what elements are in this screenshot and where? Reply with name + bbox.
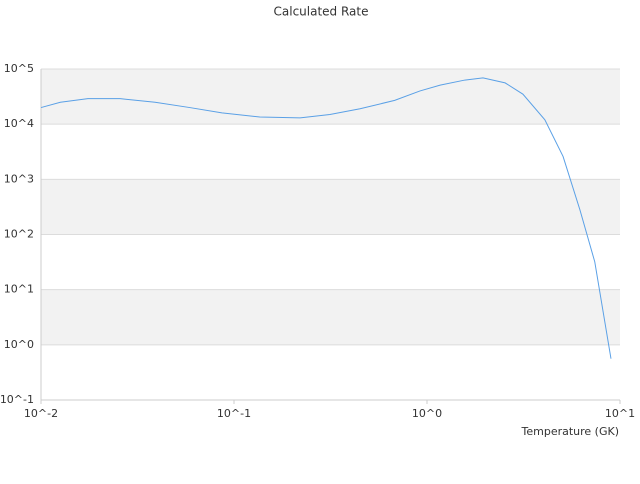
x-axis-label: Temperature (GK) [521, 425, 620, 438]
y-tick-label: 10^2 [4, 228, 34, 241]
y-tick-label: 10^5 [4, 62, 34, 75]
y-tick-label: 10^1 [4, 283, 34, 296]
line [40, 77, 612, 359]
x-tick-label: 10^-1 [217, 407, 251, 420]
grid-band [41, 69, 620, 125]
x-tick-label: 10^0 [412, 407, 442, 420]
x-tick-label: 10^-2 [24, 407, 58, 420]
x-tick-label: 10^1 [605, 407, 635, 420]
y-tick-label: 10^3 [4, 172, 34, 185]
y-tick-label: 10^4 [4, 117, 34, 130]
chart-title: Calculated Rate [274, 5, 369, 19]
y-tick-label: 10^0 [4, 338, 34, 351]
grid-band [41, 289, 620, 345]
grid-band [41, 179, 620, 235]
y-tick-label: 10^-1 [0, 393, 34, 406]
